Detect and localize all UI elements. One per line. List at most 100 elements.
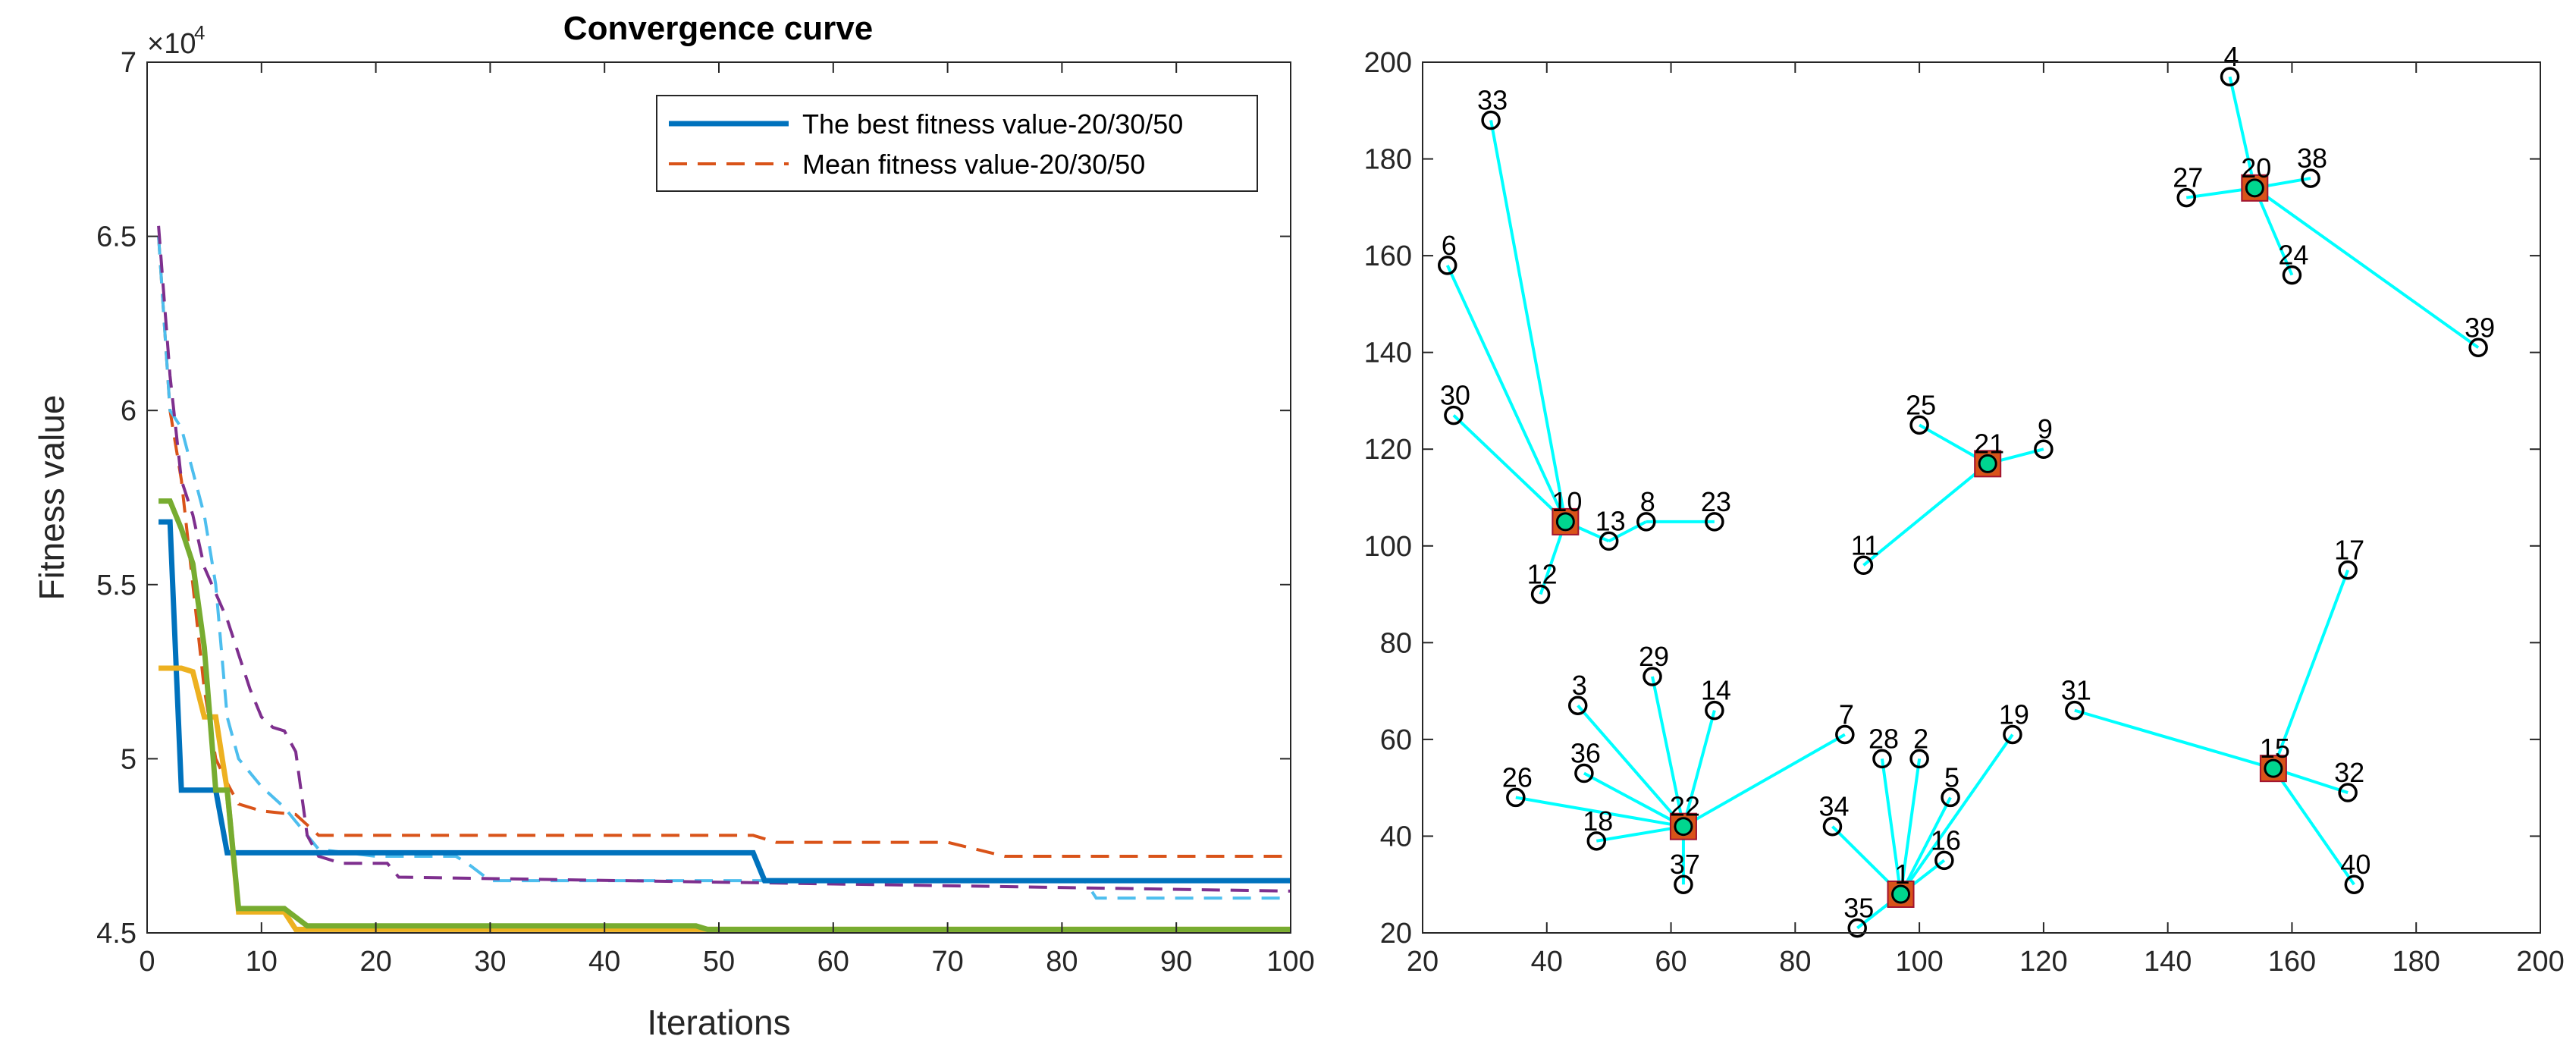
node-16 xyxy=(1934,850,1954,871)
node-label-38: 38 xyxy=(2297,143,2327,174)
node-31 xyxy=(2065,700,2085,721)
node-34 xyxy=(1822,816,1843,837)
node-label-32: 32 xyxy=(2334,757,2364,788)
y-tick-label: 6 xyxy=(121,395,136,427)
series-line-best-50 xyxy=(158,498,1291,932)
node-label-24: 24 xyxy=(2278,240,2308,271)
node-28 xyxy=(1872,749,1892,769)
node-label-20: 20 xyxy=(2241,152,2271,184)
node-label-6: 6 xyxy=(1442,230,1457,261)
node-7 xyxy=(1835,724,1855,745)
edge-20-24 xyxy=(2253,187,2294,276)
node-label-33: 33 xyxy=(1477,85,1508,116)
edge-1-2 xyxy=(1899,758,1922,895)
node-3 xyxy=(1567,695,1588,715)
exponent-base: ×10 xyxy=(147,28,196,60)
node-label-3: 3 xyxy=(1572,670,1587,701)
legend: The best fitness value-20/30/50 Mean fit… xyxy=(656,95,1258,192)
plot-area xyxy=(147,62,1291,933)
ticks-group: 0 10 20 30 40 50 60 70 80 90 100 4.5 5 5.5 6 6.5 7 xyxy=(96,47,1315,978)
legend-label-best: The best fitness value-20/30/50 xyxy=(802,108,1183,140)
y-tick-label: 4.5 xyxy=(96,918,136,950)
edge-10-6 xyxy=(1445,265,1567,523)
x-tick-label: 200 xyxy=(2516,946,2564,978)
x-axis-label: Iterations xyxy=(647,1003,790,1042)
x-tick-label: 50 xyxy=(703,946,735,978)
node-15 xyxy=(2264,758,2283,778)
edge-22-36 xyxy=(1583,771,1684,828)
y-tick-label: 40 xyxy=(1380,821,1412,852)
node-label-27: 27 xyxy=(2173,162,2203,193)
node-9 xyxy=(2034,439,2054,459)
node-19 xyxy=(2003,724,2022,745)
node-label-19: 19 xyxy=(1999,699,2029,730)
y-tick-label: 7 xyxy=(121,47,136,79)
node-6 xyxy=(1438,256,1457,275)
axes-box-right xyxy=(1422,61,2541,934)
node-32 xyxy=(2338,783,2358,802)
edge-22-7 xyxy=(1682,733,1846,828)
node-label-11: 11 xyxy=(1851,529,1879,560)
y-tick-label: 5 xyxy=(121,743,136,775)
node-label-28: 28 xyxy=(1868,723,1899,754)
x-tick-label: 180 xyxy=(2392,946,2440,978)
plot-area-right xyxy=(1423,62,2540,933)
node-label-36: 36 xyxy=(1570,738,1601,769)
series-line-best-30 xyxy=(158,665,1291,932)
node-label-23: 23 xyxy=(1701,486,1731,517)
edge-20-4 xyxy=(2228,76,2257,189)
node-24 xyxy=(2282,265,2302,285)
y-axis-label: Fitness value xyxy=(32,394,71,600)
node-25 xyxy=(1909,415,1929,435)
edge-22-18 xyxy=(1595,824,1684,843)
x-tick-label: 30 xyxy=(474,946,506,978)
x-tick-label: 90 xyxy=(1160,946,1192,978)
node-label-31: 31 xyxy=(2061,675,2091,706)
node-label-10: 10 xyxy=(1552,486,1582,517)
edge-22-14 xyxy=(1682,710,1716,827)
edge-1-5 xyxy=(1899,796,1952,895)
node-label-16: 16 xyxy=(1931,824,1961,856)
node-label-21: 21 xyxy=(1974,428,2004,459)
y-tick-label: 60 xyxy=(1380,724,1412,756)
node-label-37: 37 xyxy=(1670,849,1700,880)
node-label-26: 26 xyxy=(1502,761,1533,793)
node-label-2: 2 xyxy=(1913,723,1928,754)
edge-20-39 xyxy=(2254,187,2480,349)
chart-title: Convergence curve xyxy=(563,10,873,47)
node-18 xyxy=(1586,831,1607,851)
y-tick-label: 80 xyxy=(1380,627,1412,659)
series-line-mean-50 xyxy=(157,225,1291,893)
node-label-39: 39 xyxy=(2465,312,2495,343)
node-40 xyxy=(2344,874,2364,894)
node-13 xyxy=(1599,531,1619,551)
node-label-1: 1 xyxy=(1895,859,1910,890)
node-14 xyxy=(1705,700,1724,721)
node-39 xyxy=(2468,338,2488,358)
y-tick-label: 180 xyxy=(1364,144,1412,176)
series-line-mean-20 xyxy=(157,236,1291,858)
node-29 xyxy=(1643,667,1662,686)
y-tick-label: 6.5 xyxy=(96,221,136,253)
node-labels-group: 1234567891011121314151617181920212223242… xyxy=(1440,41,2495,923)
x-tick-label: 60 xyxy=(1655,946,1686,978)
x-tick-label: 100 xyxy=(1895,946,1943,978)
edge-22-3 xyxy=(1577,704,1685,828)
node-label-7: 7 xyxy=(1839,699,1854,730)
node-label-13: 13 xyxy=(1595,505,1626,536)
node-23 xyxy=(1705,512,1724,532)
edge-10-30 xyxy=(1452,414,1567,523)
x-tick-label: 140 xyxy=(2144,946,2192,978)
node-label-35: 35 xyxy=(1843,893,1874,924)
node-label-18: 18 xyxy=(1583,805,1613,837)
legend-label-mean: Mean fitness value-20/30/50 xyxy=(802,149,1145,180)
y-tick-label: 160 xyxy=(1364,240,1412,272)
edge-15-31 xyxy=(2074,708,2274,771)
x-tick-label: 10 xyxy=(246,946,278,978)
edge-10-33 xyxy=(1489,120,1567,523)
x-tick-label: 40 xyxy=(1531,946,1563,978)
edge-15-40 xyxy=(2272,768,2355,886)
edge-1-19 xyxy=(1899,733,2014,896)
y-tick-label: 200 xyxy=(1364,47,1412,79)
node-label-34: 34 xyxy=(1818,791,1849,822)
